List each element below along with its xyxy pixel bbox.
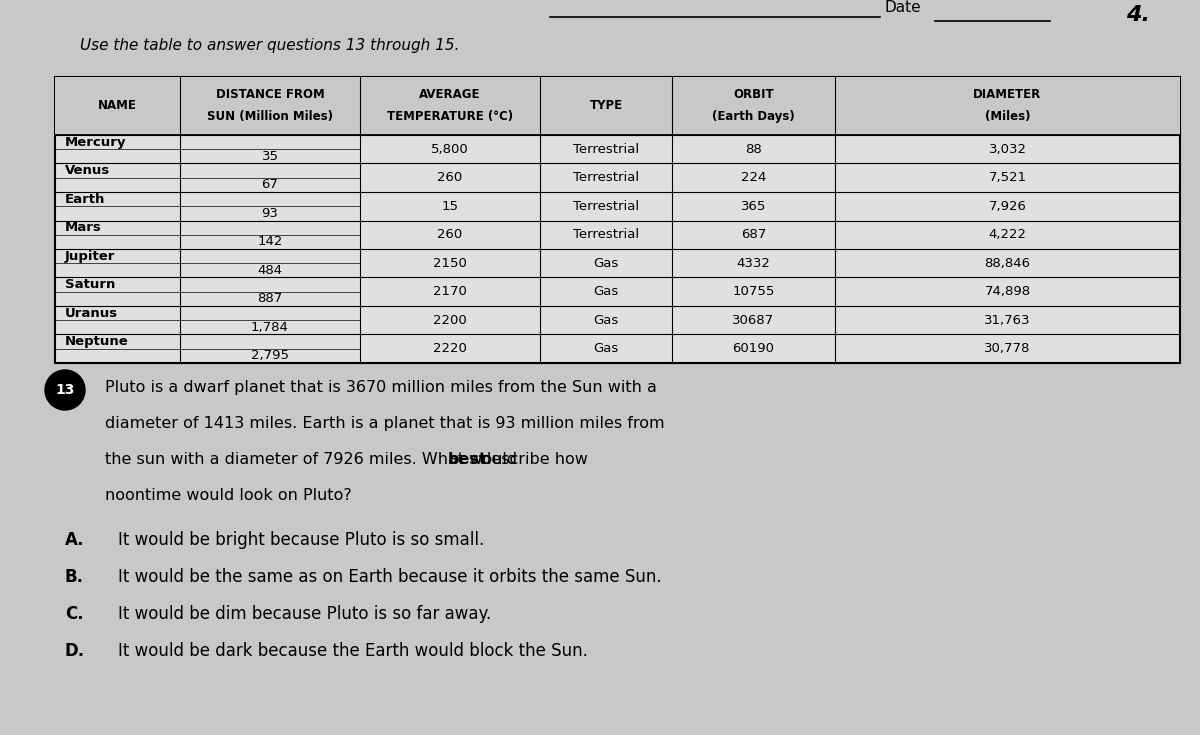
Text: 4332: 4332 [737,257,770,270]
Text: 484: 484 [258,264,282,277]
Text: Terrestrial: Terrestrial [572,143,640,156]
Text: Gas: Gas [593,343,619,355]
Text: Pluto is a dwarf planet that is 3670 million miles from the Sun with a: Pluto is a dwarf planet that is 3670 mil… [106,381,656,395]
Text: Earth: Earth [65,193,106,206]
Text: D.: D. [65,642,85,660]
Text: 31,763: 31,763 [984,314,1031,327]
Text: 7,521: 7,521 [989,171,1026,184]
Text: It would be bright because Pluto is so small.: It would be bright because Pluto is so s… [118,531,485,549]
Text: Uranus: Uranus [65,306,118,320]
Text: describe how: describe how [476,453,588,467]
Text: 3,032: 3,032 [989,143,1026,156]
Text: NAME: NAME [98,99,137,112]
Text: 60190: 60190 [732,343,774,355]
Text: 2150: 2150 [433,257,467,270]
Text: 4.: 4. [1126,5,1150,25]
Text: It would be the same as on Earth because it orbits the same Sun.: It would be the same as on Earth because… [118,568,661,586]
Text: Gas: Gas [593,257,619,270]
Text: It would be dim because Pluto is so far away.: It would be dim because Pluto is so far … [118,605,491,623]
Text: 260: 260 [437,229,463,241]
Text: 2220: 2220 [433,343,467,355]
Text: diameter of 1413 miles. Earth is a planet that is 93 million miles from: diameter of 1413 miles. Earth is a plane… [106,417,665,431]
Text: 2200: 2200 [433,314,467,327]
Text: Use the table to answer questions 13 through 15.: Use the table to answer questions 13 thr… [80,38,460,53]
Text: B.: B. [65,568,84,586]
Text: Terrestrial: Terrestrial [572,229,640,241]
Text: Terrestrial: Terrestrial [572,200,640,212]
Text: Gas: Gas [593,314,619,327]
Text: 365: 365 [740,200,766,212]
Text: 224: 224 [740,171,766,184]
Bar [55,77,1180,363]
Text: DIAMETER: DIAMETER [973,88,1042,101]
Text: 5,800: 5,800 [431,143,469,156]
Text: 7,926: 7,926 [989,200,1026,212]
Text: 74,898: 74,898 [984,285,1031,298]
Text: 887: 887 [257,293,283,305]
Text: AVERAGE: AVERAGE [419,88,481,101]
Text: Neptune: Neptune [65,335,128,348]
Text: 93: 93 [262,207,278,220]
Text: Jupiter: Jupiter [65,250,115,262]
Text: 2170: 2170 [433,285,467,298]
Text: Date: Date [886,0,922,15]
Text: 4,222: 4,222 [989,229,1026,241]
Text: best: best [448,453,487,467]
Text: Mars: Mars [65,221,102,234]
Text: Gas: Gas [593,285,619,298]
Text: Terrestrial: Terrestrial [572,171,640,184]
Text: 88: 88 [745,143,762,156]
Text: 687: 687 [740,229,766,241]
Text: 1,784: 1,784 [251,321,289,334]
Text: Saturn: Saturn [65,278,115,291]
Text: TEMPERATURE (°C): TEMPERATURE (°C) [386,110,514,123]
Text: 13: 13 [55,383,74,397]
Text: It would be dark because the Earth would block the Sun.: It would be dark because the Earth would… [118,642,588,660]
Text: TYPE: TYPE [589,99,623,112]
Text: the sun with a diameter of 7926 miles. What would: the sun with a diameter of 7926 miles. W… [106,453,522,467]
Text: 142: 142 [257,235,283,248]
Text: 30,778: 30,778 [984,343,1031,355]
Text: 88,846: 88,846 [984,257,1031,270]
Text: ORBIT: ORBIT [733,88,774,101]
Text: 10755: 10755 [732,285,775,298]
Text: DISTANCE FROM: DISTANCE FROM [216,88,324,101]
Text: A.: A. [65,531,84,549]
Text: C.: C. [65,605,84,623]
Text: Mercury: Mercury [65,136,126,148]
Text: Venus: Venus [65,164,110,177]
Text: (Miles): (Miles) [985,110,1031,123]
Text: 15: 15 [442,200,458,212]
Text: 260: 260 [437,171,463,184]
Text: (Earth Days): (Earth Days) [712,110,794,123]
Text: 67: 67 [262,179,278,191]
Text: SUN (Million Miles): SUN (Million Miles) [208,110,334,123]
Circle shape [46,370,85,410]
Text: noontime would look on Pluto?: noontime would look on Pluto? [106,489,352,503]
Bar [55,77,1180,135]
Text: 30687: 30687 [732,314,774,327]
Text: 35: 35 [262,150,278,163]
Text: 2,795: 2,795 [251,349,289,362]
